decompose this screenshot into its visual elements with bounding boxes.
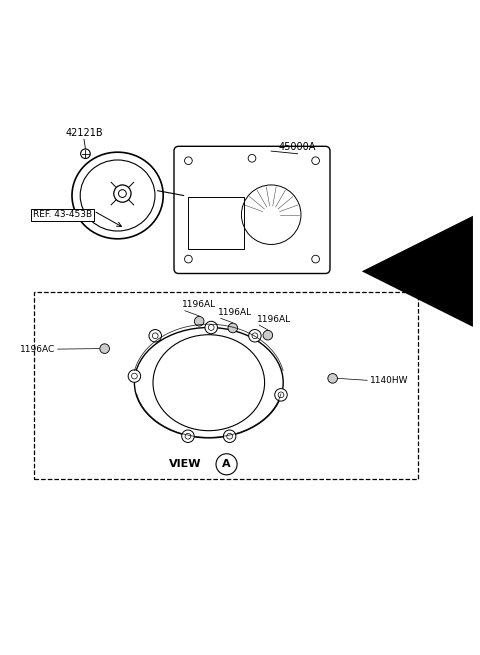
Text: 1196AC: 1196AC [20,345,55,354]
Circle shape [263,330,273,340]
Circle shape [194,316,204,326]
Text: 1196AL: 1196AL [257,314,291,324]
Circle shape [205,321,217,334]
Circle shape [275,388,287,401]
Text: A: A [222,459,231,469]
Text: 1140HW: 1140HW [370,376,408,384]
Circle shape [228,323,238,333]
Circle shape [223,430,236,443]
Text: REF. 43-453B: REF. 43-453B [33,210,92,219]
Text: VIEW: VIEW [169,459,202,469]
Text: 45000A: 45000A [279,142,316,153]
Circle shape [100,344,109,354]
Text: 42121B: 42121B [65,128,103,138]
Circle shape [128,370,141,383]
Text: A: A [396,270,404,280]
Text: 1196AL: 1196AL [182,300,216,309]
Bar [189,196,244,250]
Circle shape [182,430,194,443]
Circle shape [149,329,161,342]
Circle shape [328,373,337,383]
Circle shape [249,329,261,342]
Text: 1196AL: 1196AL [218,308,252,317]
Bar [34,291,418,479]
